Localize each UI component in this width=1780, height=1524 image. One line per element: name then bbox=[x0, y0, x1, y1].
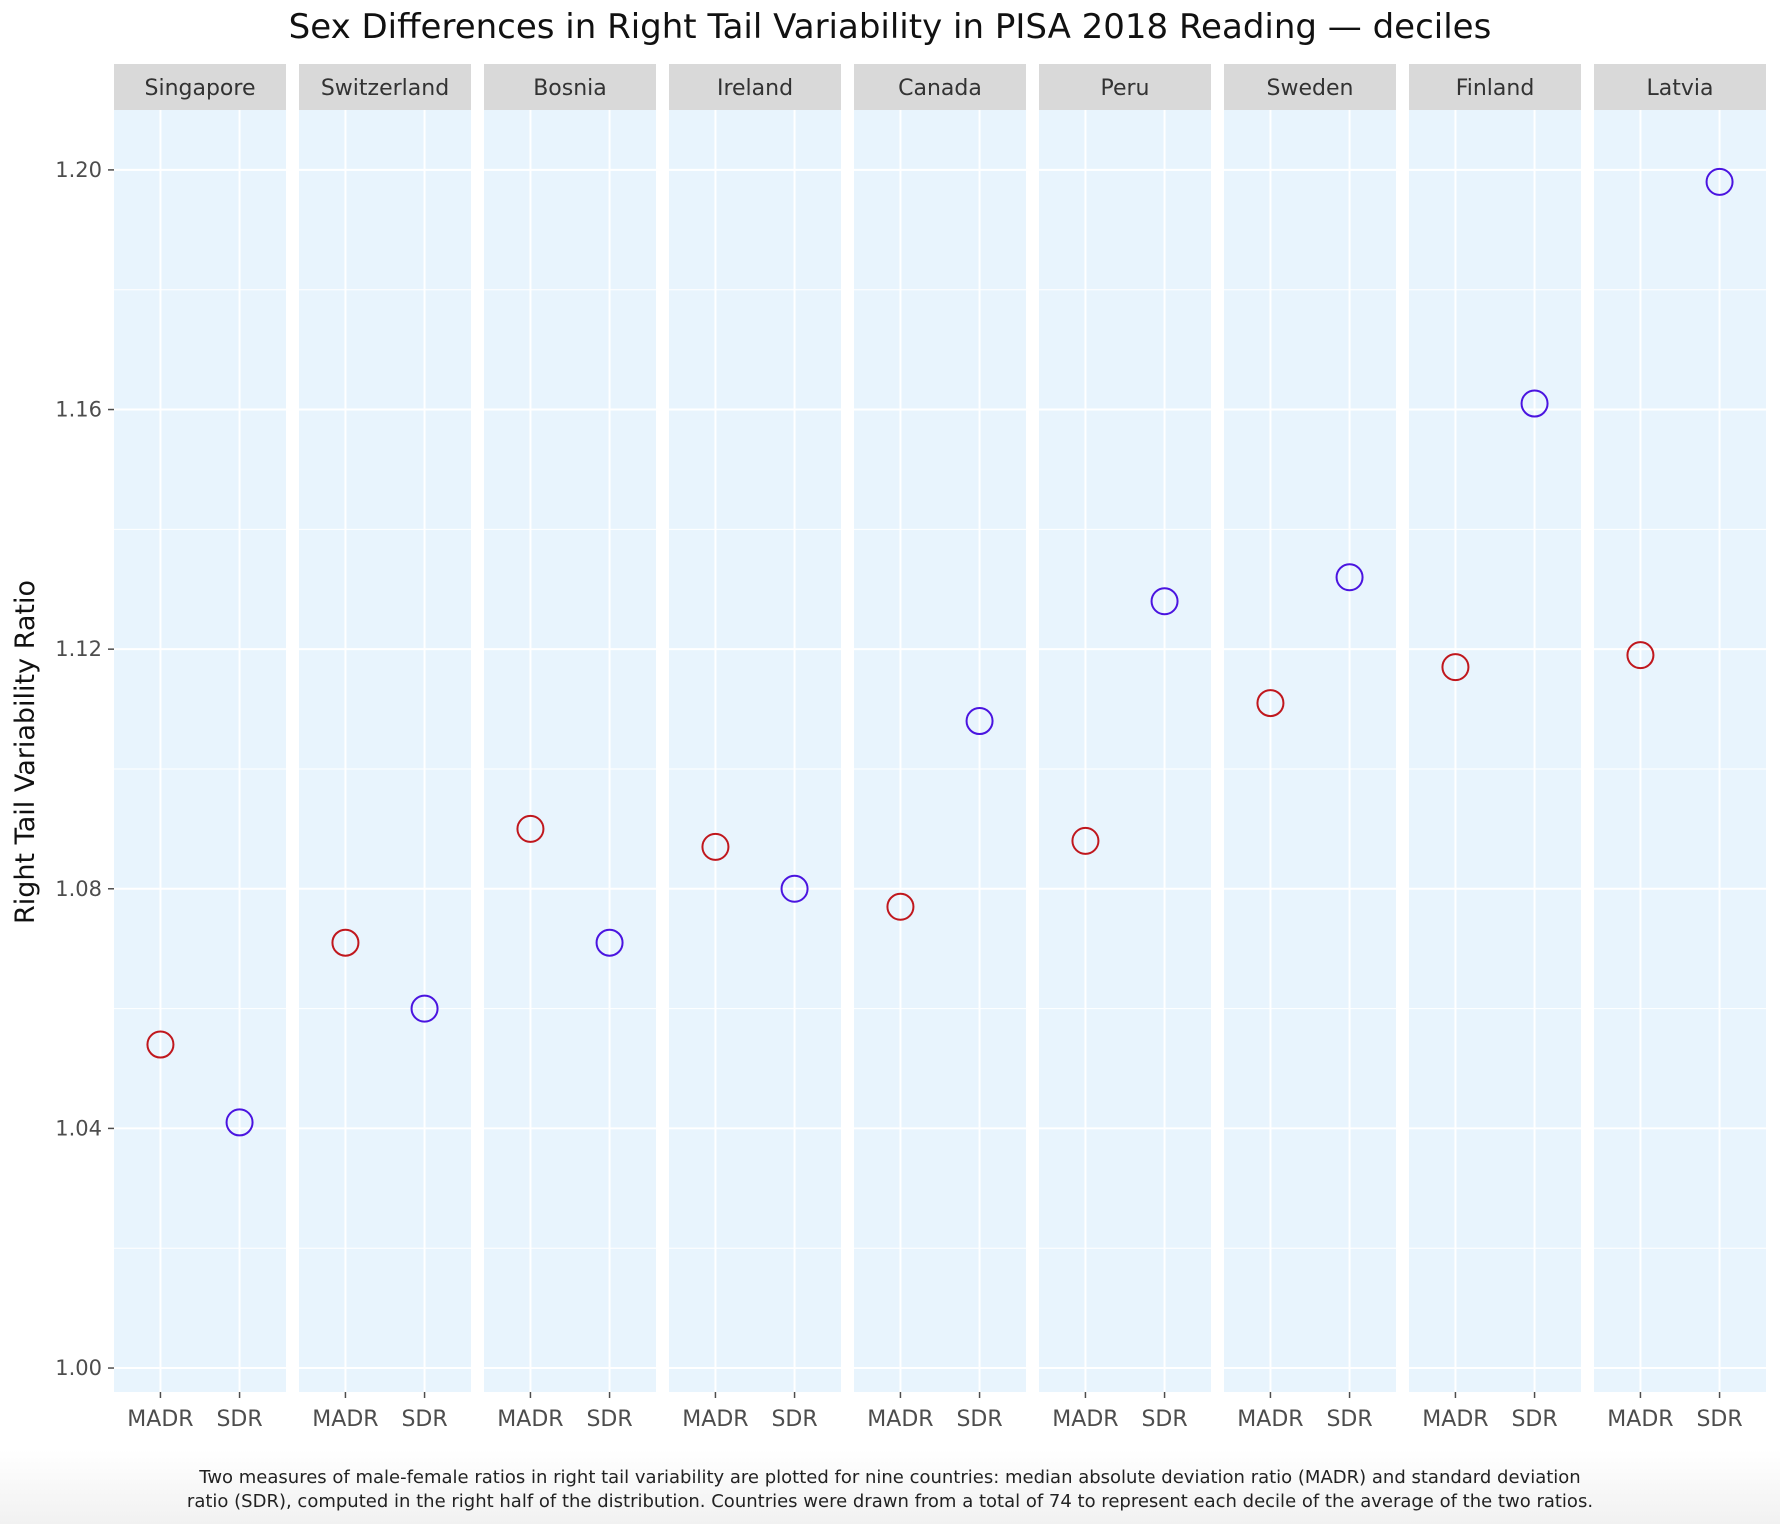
facet-panel-ireland: Ireland MADR SDR bbox=[669, 64, 841, 1432]
panel-background bbox=[1594, 110, 1766, 1392]
panel-background bbox=[669, 110, 841, 1392]
x-tick-label-sdr: SDR bbox=[586, 1407, 632, 1432]
strip-background bbox=[854, 64, 1026, 110]
y-axis: 1.00 1.04 1.08 1.12 1.16 1.20 bbox=[55, 158, 114, 1380]
caption-line-2: ratio (SDR), computed in the right half … bbox=[187, 1491, 1593, 1512]
x-tick-label-madr: MADR bbox=[312, 1407, 378, 1432]
x-tick-label-madr: MADR bbox=[1607, 1407, 1673, 1432]
point-madr bbox=[1441, 653, 1470, 682]
strip-label-finland: Finland bbox=[1456, 76, 1535, 101]
x-tick-label-sdr: SDR bbox=[771, 1407, 817, 1432]
y-tick-label: 1.16 bbox=[55, 398, 102, 422]
x-tick-label-sdr: SDR bbox=[1141, 1407, 1187, 1432]
facet-panel-sweden: Sweden MADR SDR bbox=[1224, 64, 1396, 1432]
strip-label-latvia: Latvia bbox=[1647, 76, 1714, 101]
x-tick-label-madr: MADR bbox=[1422, 1407, 1488, 1432]
point-sdr bbox=[595, 928, 624, 957]
strip-background bbox=[1039, 64, 1211, 110]
strip-background bbox=[484, 64, 656, 110]
y-tick-label: 1.20 bbox=[55, 158, 102, 182]
point-madr bbox=[1256, 689, 1285, 718]
y-tick-label: 1.00 bbox=[55, 1356, 102, 1380]
x-tick-label-sdr: SDR bbox=[956, 1407, 1002, 1432]
facet-panel-peru: Peru MADR SDR bbox=[1039, 64, 1211, 1432]
facet-panel-canada: Canada MADR SDR bbox=[854, 64, 1026, 1432]
y-tick-label: 1.12 bbox=[55, 637, 102, 661]
x-tick-label-madr: MADR bbox=[682, 1407, 748, 1432]
x-tick-label-madr: MADR bbox=[497, 1407, 563, 1432]
point-madr bbox=[331, 928, 360, 957]
point-sdr bbox=[225, 1108, 254, 1137]
facet-panel-latvia: Latvia MADR SDR bbox=[1594, 64, 1766, 1432]
point-sdr bbox=[1705, 167, 1734, 196]
facet-panel-switzerland: Switzerland MADR SDR bbox=[299, 64, 471, 1432]
strip-background bbox=[114, 64, 286, 110]
strip-label-switzerland: Switzerland bbox=[321, 76, 449, 101]
panel-background bbox=[854, 110, 1026, 1392]
point-sdr bbox=[965, 707, 994, 736]
panel-background bbox=[1409, 110, 1581, 1392]
panel-background bbox=[114, 110, 286, 1392]
point-sdr bbox=[780, 874, 809, 903]
y-tick-label: 1.04 bbox=[55, 1116, 102, 1140]
strip-label-bosnia: Bosnia bbox=[533, 76, 607, 101]
point-madr bbox=[1071, 826, 1100, 855]
point-sdr bbox=[410, 994, 439, 1023]
chart-title: Sex Differences in Right Tail Variabilit… bbox=[289, 7, 1492, 47]
point-madr bbox=[701, 832, 730, 861]
panel-background bbox=[299, 110, 471, 1392]
y-axis-label: Right Tail Variability Ratio bbox=[10, 580, 41, 924]
facet-panel-bosnia: Bosnia MADR SDR bbox=[484, 64, 656, 1432]
strip-label-sweden: Sweden bbox=[1267, 76, 1354, 101]
strip-background bbox=[299, 64, 471, 110]
panel-background bbox=[1224, 110, 1396, 1392]
strip-label-peru: Peru bbox=[1100, 76, 1149, 101]
panel-background bbox=[484, 110, 656, 1392]
x-tick-label-sdr: SDR bbox=[1326, 1407, 1372, 1432]
x-tick-label-madr: MADR bbox=[1052, 1407, 1118, 1432]
point-madr bbox=[886, 892, 915, 921]
facet-panel-singapore: Singapore MADR SDR bbox=[114, 64, 286, 1432]
panel-background bbox=[1039, 110, 1211, 1392]
point-sdr bbox=[1520, 389, 1549, 418]
point-sdr bbox=[1335, 563, 1364, 592]
x-tick-label-sdr: SDR bbox=[1511, 1407, 1557, 1432]
x-tick-label-sdr: SDR bbox=[1696, 1407, 1742, 1432]
strip-label-canada: Canada bbox=[898, 76, 982, 101]
strip-background bbox=[669, 64, 841, 110]
point-madr bbox=[1626, 641, 1655, 670]
strip-background bbox=[1594, 64, 1766, 110]
caption-line-1: Two measures of male-female ratios in ri… bbox=[198, 1467, 1580, 1488]
x-tick-label-madr: MADR bbox=[127, 1407, 193, 1432]
x-tick-label-sdr: SDR bbox=[216, 1407, 262, 1432]
point-sdr bbox=[1150, 587, 1179, 616]
strip-label-ireland: Ireland bbox=[717, 76, 793, 101]
x-tick-label-madr: MADR bbox=[1237, 1407, 1303, 1432]
point-madr bbox=[146, 1030, 175, 1059]
point-madr bbox=[516, 814, 545, 843]
strip-background bbox=[1409, 64, 1581, 110]
strip-label-singapore: Singapore bbox=[145, 76, 256, 101]
x-tick-label-madr: MADR bbox=[867, 1407, 933, 1432]
facet-panel-finland: Finland MADR SDR bbox=[1409, 64, 1581, 1432]
x-tick-label-sdr: SDR bbox=[401, 1407, 447, 1432]
caption-background bbox=[0, 1450, 1780, 1524]
strip-background bbox=[1224, 64, 1396, 110]
y-tick-label: 1.08 bbox=[55, 877, 102, 901]
